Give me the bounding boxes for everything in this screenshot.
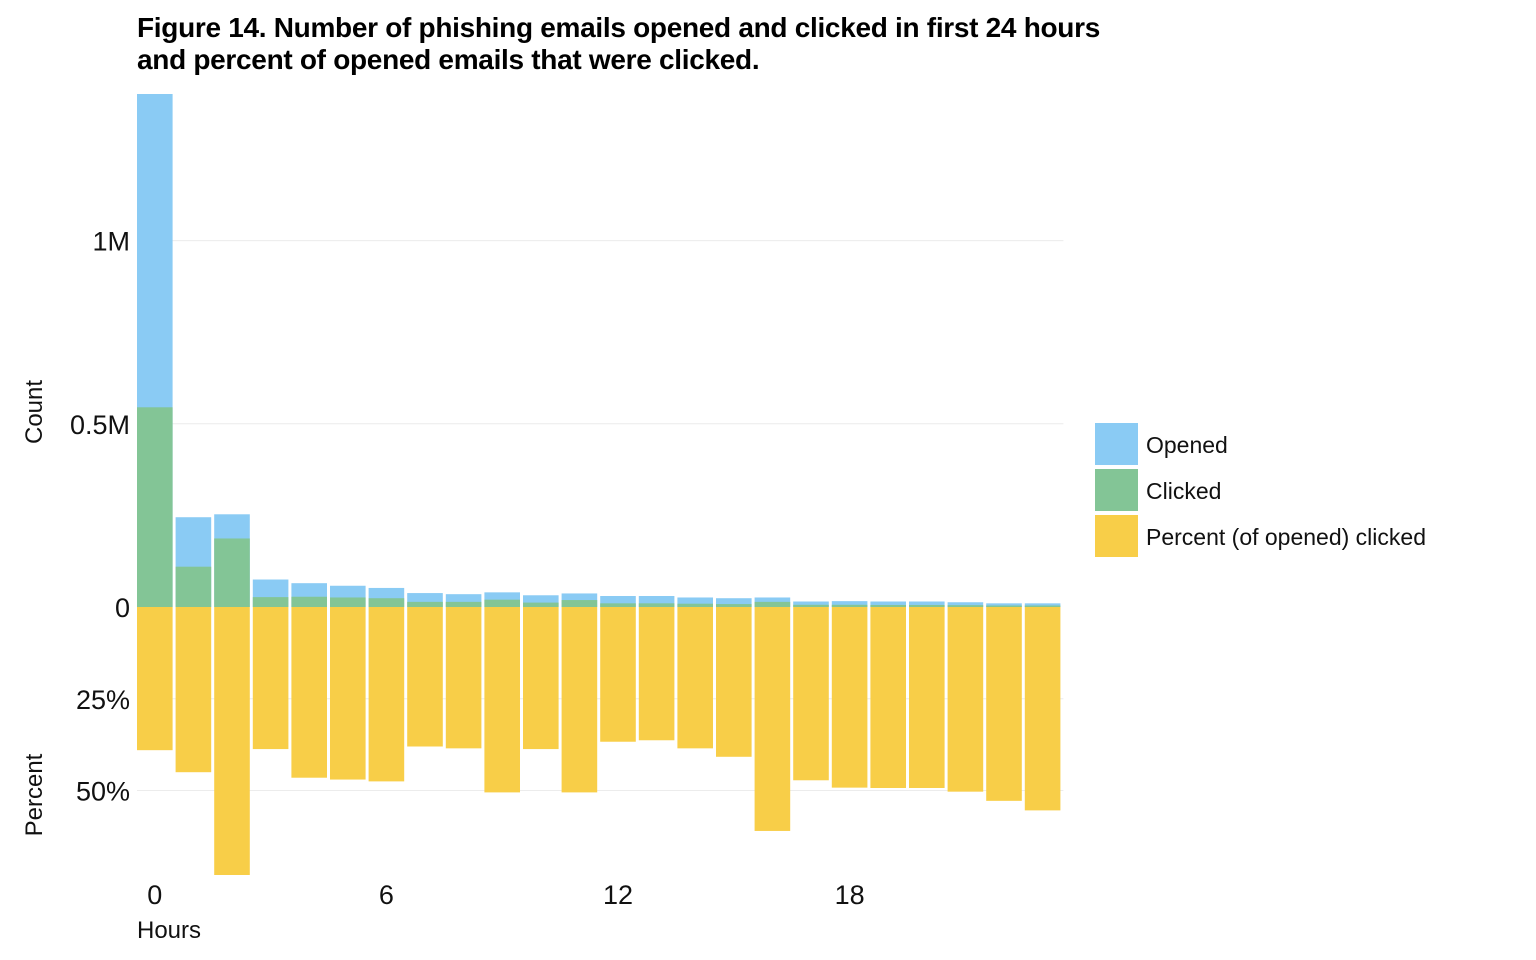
chart-title: Figure 14. Number of phishing emails ope… [137, 12, 1337, 76]
legend-swatch-2 [1095, 515, 1138, 557]
bar-percent-hour-3 [252, 607, 289, 750]
chart-title-line-1: Figure 14. Number of phishing emails ope… [137, 12, 1100, 43]
bar-clicked-hour-2 [214, 538, 250, 607]
y-axis-label-percent: Percent [21, 753, 48, 836]
bar-percent-hour-16 [754, 607, 791, 831]
bar-percent-hour-1 [175, 607, 212, 773]
bar-clicked-hour-12 [600, 603, 636, 607]
bar-clicked-hour-3 [252, 597, 289, 607]
legend-label-0: Opened [1146, 432, 1228, 458]
bar-percent-hour-12 [600, 607, 636, 742]
bar-opened-hour-13 [638, 596, 675, 607]
bar-clicked-hour-5 [330, 597, 366, 607]
bar-clicked-hour-7 [407, 601, 443, 607]
bar-percent-hour-10 [523, 607, 559, 750]
bar-percent-hour-13 [638, 607, 675, 741]
legend-swatch-0 [1095, 423, 1138, 465]
bar-clicked-hour-15 [716, 604, 752, 607]
bar-clicked-hour-6 [368, 598, 405, 607]
bar-opened-hour-17 [793, 601, 829, 607]
bar-percent-hour-2 [214, 607, 250, 875]
y-axis-label-count: Count [21, 380, 48, 444]
bar-percent-hour-4 [291, 607, 327, 778]
x-axis-label: Hours [137, 917, 201, 944]
legend-label-2: Percent (of opened) clicked [1146, 524, 1426, 550]
bar-percent-hour-23 [1024, 607, 1061, 811]
y-tick-labels: 0 0.5M 1M 25% 50% [70, 227, 130, 807]
legend-swatch-1 [1095, 469, 1138, 511]
bar-opened-hour-15 [716, 598, 752, 607]
bar-percent-hour-5 [330, 607, 366, 780]
bar-clicked-hour-19 [870, 604, 906, 607]
bar-clicked-hour-20 [909, 604, 945, 607]
y-tick-label-count-1: 0.5M [70, 410, 130, 440]
chart-title-line-2: and percent of opened emails that were c… [137, 44, 760, 75]
bar-opened-hour-21 [947, 602, 984, 607]
bar-clicked-hour-1 [175, 566, 212, 607]
bar-percent-hour-14 [677, 607, 713, 749]
bar-percent-hour-11 [561, 607, 598, 793]
y-tick-label-count-0: 0 [115, 593, 130, 623]
bar-clicked-hour-22 [986, 605, 1022, 607]
bar-clicked-hour-21 [947, 605, 984, 607]
x-tick-label-0: 0 [147, 880, 162, 910]
bar-opened-hour-23 [1024, 603, 1061, 607]
x-tick-label-3: 18 [835, 880, 865, 910]
bar-opened-hour-19 [870, 601, 906, 607]
legend: Opened Clicked Percent (of opened) clicked [1095, 423, 1426, 557]
bar-clicked-hour-0 [137, 407, 173, 607]
bar-opened-hour-12 [600, 596, 636, 607]
x-tick-label-2: 12 [603, 880, 633, 910]
bar-clicked-hour-14 [677, 603, 713, 607]
bar-percent-hour-8 [445, 607, 482, 749]
bar-clicked-hour-16 [754, 601, 791, 607]
bar-opened-hour-10 [523, 595, 559, 607]
bar-percent-hour-22 [986, 607, 1022, 801]
bar-percent-hour-18 [831, 607, 868, 788]
legend-label-1: Clicked [1146, 478, 1221, 504]
bar-opened-hour-20 [909, 601, 945, 607]
bar-clicked-hour-18 [831, 604, 868, 607]
bars [137, 94, 1061, 875]
bar-clicked-hour-23 [1024, 605, 1061, 607]
x-tick-label-1: 6 [379, 880, 394, 910]
bar-percent-hour-9 [484, 607, 520, 793]
bar-clicked-hour-4 [291, 596, 327, 607]
bar-opened-hour-14 [677, 597, 713, 607]
bar-clicked-hour-17 [793, 604, 829, 607]
bar-clicked-hour-13 [638, 603, 675, 607]
bar-percent-hour-6 [368, 607, 405, 782]
bar-percent-hour-21 [947, 607, 984, 792]
bar-opened-hour-22 [986, 603, 1022, 607]
bar-clicked-hour-8 [445, 601, 482, 607]
x-tick-labels: 0 6 12 18 [147, 880, 864, 910]
y-tick-label-percent-0: 25% [76, 685, 130, 715]
bar-clicked-hour-9 [484, 599, 520, 607]
bar-percent-hour-20 [909, 607, 945, 788]
y-tick-label-percent-1: 50% [76, 777, 130, 807]
y-tick-label-count-2: 1M [92, 227, 130, 257]
bar-percent-hour-0 [137, 607, 173, 751]
bar-percent-hour-7 [407, 607, 443, 747]
bar-clicked-hour-10 [523, 602, 559, 607]
bar-percent-hour-15 [716, 607, 752, 757]
bar-percent-hour-19 [870, 607, 906, 788]
bar-opened-hour-18 [831, 601, 868, 607]
bar-percent-hour-17 [793, 607, 829, 781]
bar-clicked-hour-11 [561, 600, 598, 607]
